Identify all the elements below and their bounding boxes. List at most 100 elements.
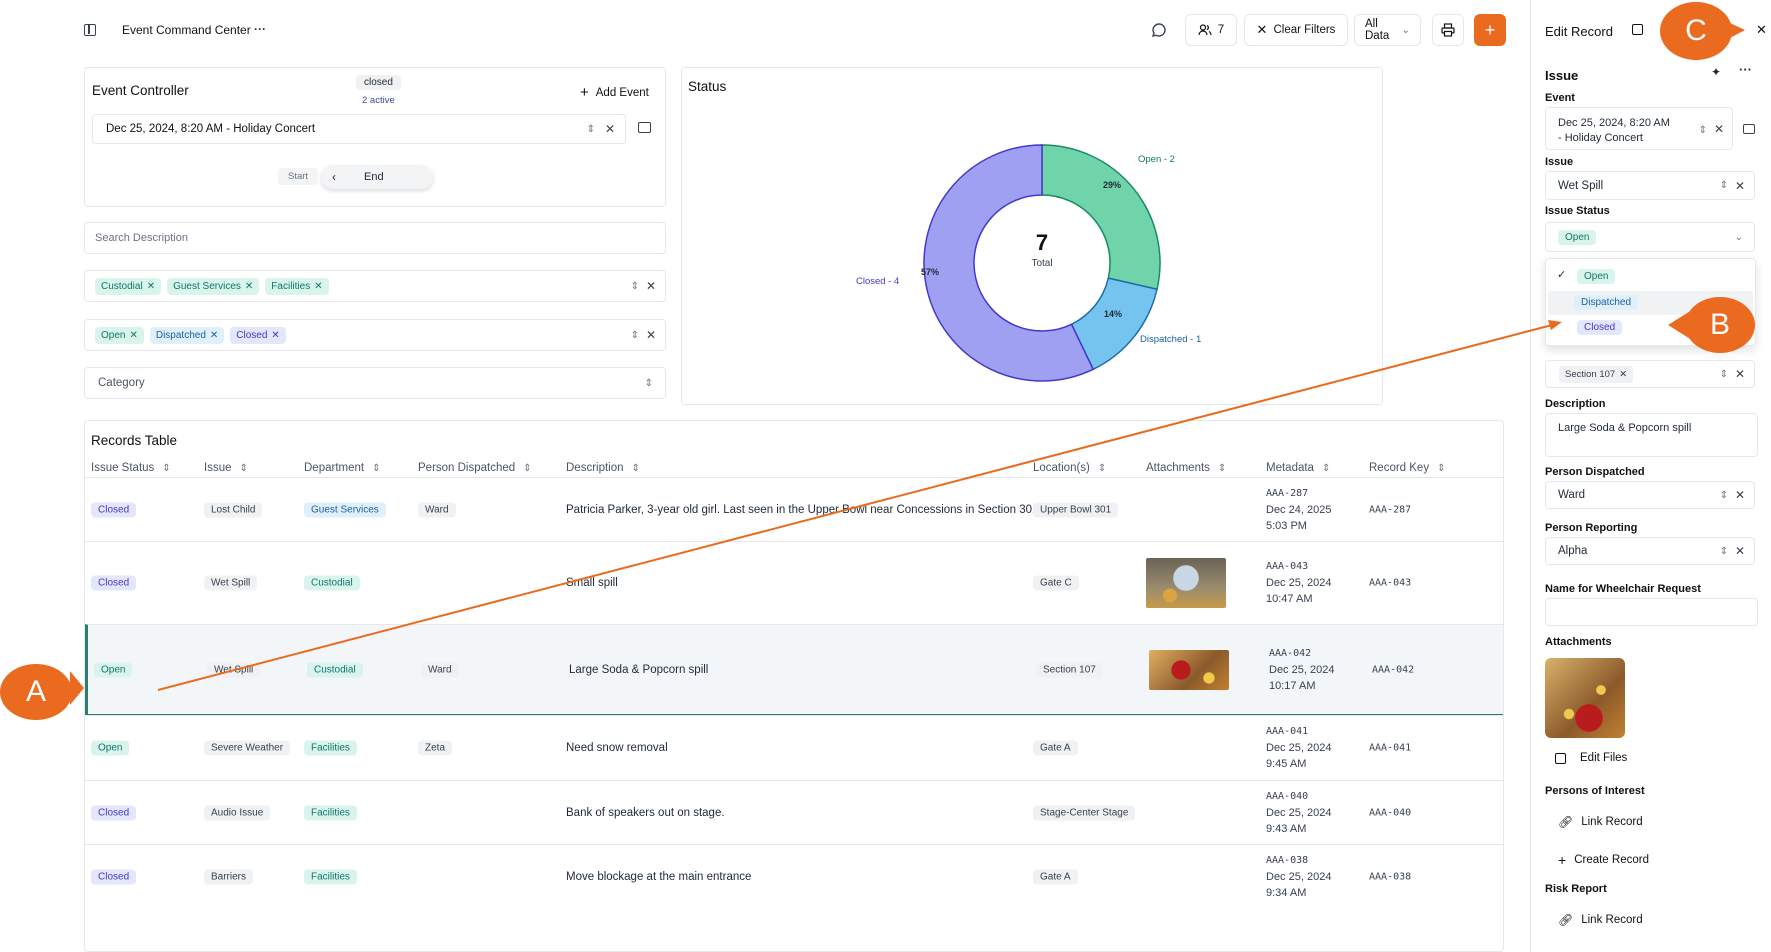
close-panel-icon[interactable]: ✕ <box>1756 22 1767 37</box>
closed-label: Closed - 4 <box>856 276 900 287</box>
header-issue[interactable]: Issue ⇕ <box>204 462 248 474</box>
issue-field[interactable]: Wet Spill ⇕ ✕ <box>1545 171 1755 200</box>
table-row[interactable]: Open Severe Weather Facilities Zeta Need sno… <box>85 715 1503 780</box>
clear-icon[interactable]: ✕ <box>1734 544 1745 558</box>
header-metadata[interactable]: Metadata ⇕ <box>1266 462 1330 474</box>
header-person-dispatched[interactable]: Person Dispatched ⇕ <box>418 462 532 474</box>
create-record-label: Create Record <box>1574 854 1649 866</box>
header-label: Metadata <box>1266 462 1314 474</box>
issue-pill: Wet Spill <box>207 662 261 677</box>
status-pill: Closed <box>91 502 137 517</box>
chevron-up-down-icon: ⇕ <box>630 280 639 292</box>
chevron-up-down-icon: ⇕ <box>1719 545 1728 557</box>
chevron-up-down-icon: ⇕ <box>630 329 639 341</box>
remove-icon[interactable]: ✕ <box>129 329 138 341</box>
wheelchair-input[interactable] <box>1545 598 1758 626</box>
people-button[interactable]: 7 <box>1185 14 1237 46</box>
tag-label: Open <box>101 329 126 341</box>
open-slice[interactable] <box>1041 144 1161 291</box>
link-record-button[interactable]: 🔗︎ Link Record <box>1558 815 1643 829</box>
edit-icon <box>1555 752 1566 764</box>
edit-files-button[interactable]: Edit Files <box>1555 752 1627 764</box>
clear-filters-button[interactable]: ✕ Clear Filters <box>1244 14 1348 46</box>
clear-filters-label: Clear Filters <box>1273 24 1336 36</box>
dropdown-option-open[interactable]: Open <box>1577 269 1616 284</box>
print-button[interactable] <box>1432 14 1464 46</box>
metadata-id: AAA-038 <box>1266 855 1309 866</box>
person-dispatched-field[interactable]: Ward ⇕ ✕ <box>1545 481 1755 509</box>
clear-icon[interactable]: ✕ <box>645 279 656 293</box>
header-locations[interactable]: Location(s) ⇕ <box>1033 462 1106 474</box>
header-attachments[interactable]: Attachments ⇕ <box>1146 462 1226 474</box>
location-field[interactable]: Section 107 ✕ ⇕ ✕ <box>1545 360 1755 388</box>
more-icon[interactable]: ··· <box>1739 62 1752 77</box>
department-tag[interactable]: Facilities ✕ <box>265 277 329 295</box>
status-filter[interactable]: Open ✕ Dispatched ✕ Closed ✕ ⇕ ✕ <box>84 319 666 351</box>
add-button[interactable]: + <box>1474 14 1506 46</box>
issue-pill: Severe Weather <box>204 740 291 756</box>
all-data-dropdown[interactable]: All Data ⌄ <box>1354 14 1421 46</box>
edit-files-label: Edit Files <box>1580 752 1628 764</box>
remove-icon[interactable]: ✕ <box>1619 368 1628 380</box>
attachment-thumbnail[interactable] <box>1146 558 1226 608</box>
department-tag[interactable]: Custodial ✕ <box>95 277 162 295</box>
clear-icon[interactable]: ✕ <box>604 122 615 136</box>
header-department[interactable]: Department ⇕ <box>304 462 380 474</box>
clear-icon[interactable]: ✕ <box>645 328 656 342</box>
remove-icon[interactable]: ✕ <box>209 329 219 341</box>
table-row[interactable]: Closed Barriers Facilities Move blockage at… <box>85 844 1503 909</box>
remove-icon[interactable]: ✕ <box>271 329 280 341</box>
status-tag[interactable]: Closed ✕ <box>230 326 286 344</box>
external-link-icon[interactable] <box>1632 24 1643 35</box>
header-description[interactable]: Description ⇕ <box>566 462 640 474</box>
create-record-button[interactable]: + Create Record <box>1558 852 1649 868</box>
calendar-icon[interactable] <box>638 122 651 133</box>
sidebar-toggle-icon[interactable] <box>84 24 96 36</box>
description-field[interactable]: Large Soda & Popcorn spill <box>1545 413 1758 457</box>
remove-icon[interactable]: ✕ <box>314 280 323 292</box>
category-select[interactable]: Category ⇕ <box>84 367 666 399</box>
range-start[interactable]: Start <box>278 168 319 185</box>
table-row[interactable]: Closed Lost Child Guest Services Ward Patric… <box>85 477 1503 541</box>
link-icon: 🔗︎ <box>1558 913 1574 927</box>
search-description-input[interactable]: Search Description <box>84 222 666 254</box>
clear-icon[interactable]: ✕ <box>1734 178 1745 193</box>
metadata-id: AAA-041 <box>1266 726 1309 737</box>
attachment-thumbnail[interactable] <box>1545 658 1625 738</box>
dropdown-option-closed[interactable]: Closed <box>1577 320 1623 335</box>
event-field[interactable]: Dec 25, 2024, 8:20 AM - Holiday Concert … <box>1545 107 1733 150</box>
description-cell: Small spill <box>566 577 618 589</box>
all-data-label: All Data <box>1365 18 1390 42</box>
calendar-icon[interactable] <box>1743 124 1755 134</box>
range-end-toggle[interactable]: ‹ End <box>321 165 433 189</box>
header-record-key[interactable]: Record Key ⇕ <box>1369 462 1445 474</box>
remove-icon[interactable]: ✕ <box>146 280 156 292</box>
location-pill: Gate A <box>1033 740 1078 756</box>
clear-icon[interactable]: ✕ <box>1713 122 1724 136</box>
status-tag[interactable]: Dispatched ✕ <box>149 326 225 344</box>
clear-icon[interactable]: ✕ <box>1734 488 1745 502</box>
more-menu-icon[interactable]: ··· <box>254 22 266 36</box>
dispatched-label: Dispatched - 1 <box>1140 334 1202 345</box>
department-filter[interactable]: Custodial ✕ Guest Services ✕ Facilities ✕ ⇕… <box>84 270 666 302</box>
risk-link-record-button[interactable]: 🔗︎ Link Record <box>1558 913 1643 927</box>
remove-icon[interactable]: ✕ <box>244 280 254 292</box>
attachment-thumbnail[interactable] <box>1149 649 1229 690</box>
clear-icon[interactable]: ✕ <box>1734 367 1745 381</box>
metadata-cell: AAA-042 Dec 25, 2024 10:17 AM <box>1269 646 1334 694</box>
table-row[interactable]: Closed Audio Issue Facilities Bank of speak… <box>85 780 1503 844</box>
header-issue-status[interactable]: Issue Status ⇕ <box>91 462 171 474</box>
department-tag[interactable]: Guest Services ✕ <box>167 277 260 295</box>
issue-status-select[interactable]: Open ⌄ <box>1545 222 1755 252</box>
issue-pill: Barriers <box>204 869 254 885</box>
person-reporting-field[interactable]: Alpha ⇕ ✕ <box>1545 537 1755 565</box>
table-row[interactable]: Closed Wet Spill Custodial Small spill Gate … <box>85 541 1503 624</box>
magic-wand-icon[interactable]: ✦ <box>1711 65 1722 79</box>
add-event-button[interactable]: + Add Event <box>580 84 649 101</box>
table-row[interactable]: Open Wet Spill Custodial Ward Large Soda & P… <box>85 624 1503 715</box>
location-tag[interactable]: Section 107 ✕ <box>1559 365 1634 383</box>
event-select[interactable]: Dec 25, 2024, 8:20 AM - Holiday Concert … <box>92 114 626 144</box>
status-tag[interactable]: Open ✕ <box>95 326 144 344</box>
header-label: Description <box>566 462 624 474</box>
chat-icon[interactable] <box>1149 20 1169 40</box>
